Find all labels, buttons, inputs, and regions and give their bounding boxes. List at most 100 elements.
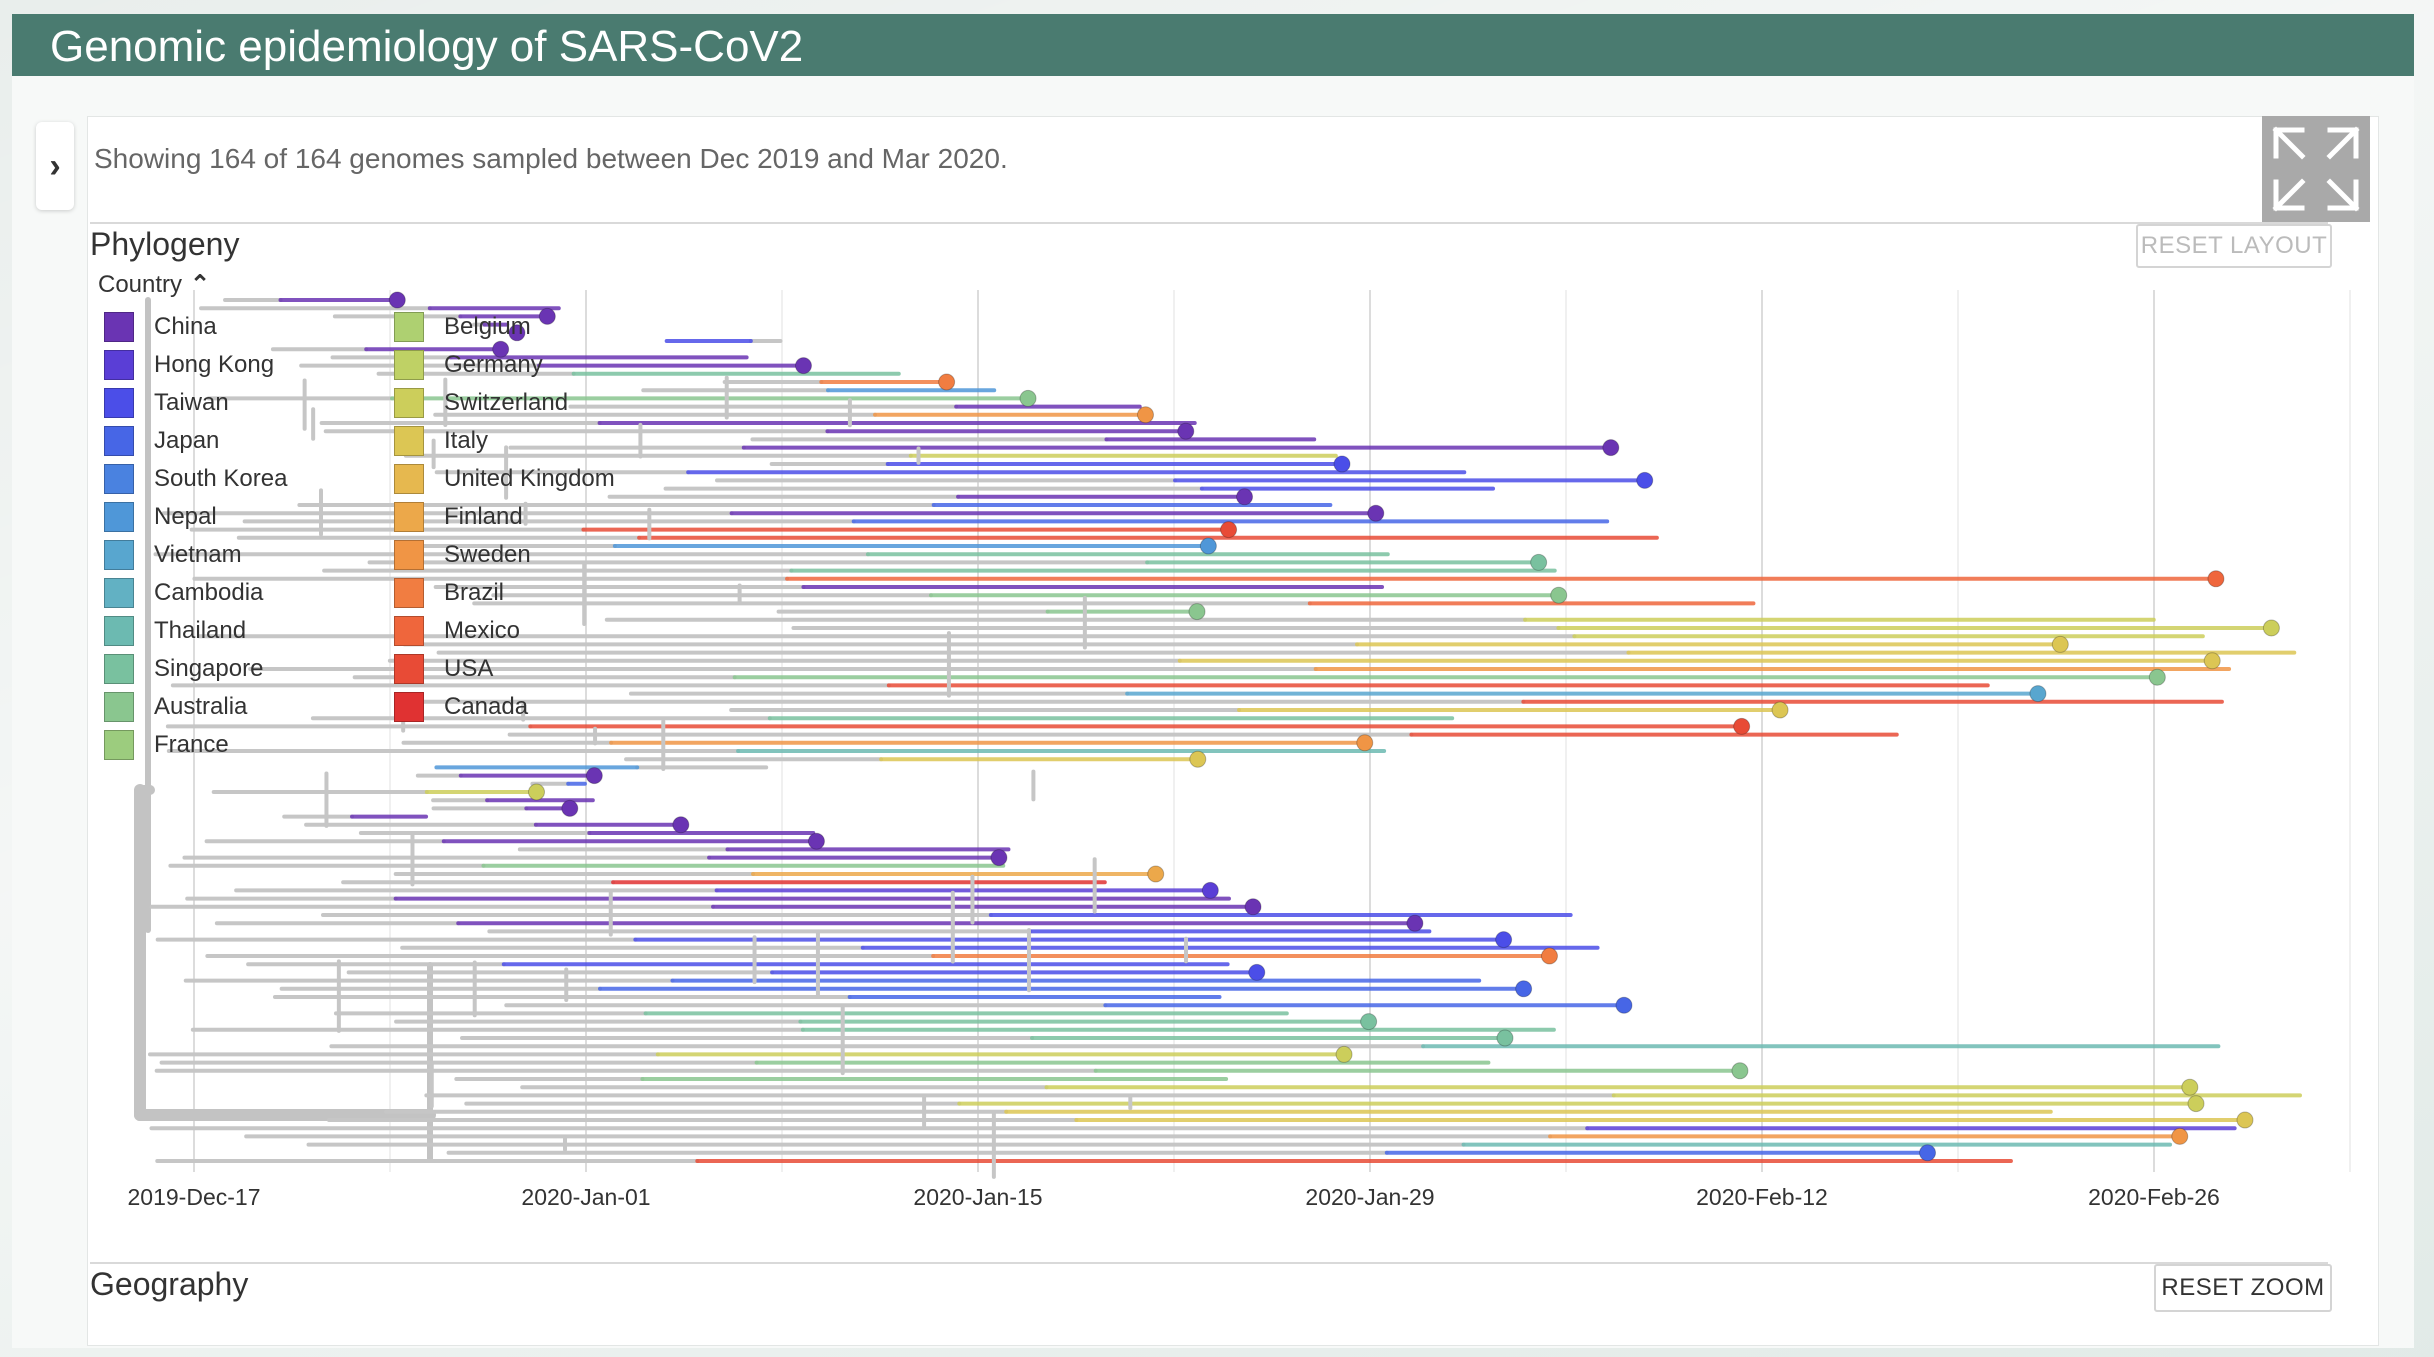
legend-item[interactable]: Italy (394, 424, 488, 458)
legend-item[interactable]: Canada (394, 690, 528, 724)
tree-tip[interactable] (528, 783, 546, 801)
legend-item[interactable]: Thailand (104, 614, 246, 648)
time-axis: 2019-Dec-17 2020-Jan-01 2020-Jan-15 2020… (128, 1184, 2220, 1210)
axis-tick-label: 2020-Jan-29 (1305, 1184, 1434, 1210)
legend-swatch (394, 312, 424, 342)
legend-item[interactable]: Hong Kong (104, 348, 274, 382)
tree-tip[interactable] (1199, 537, 1217, 555)
tree-tip[interactable] (2262, 619, 2280, 637)
tree-tip[interactable] (1636, 471, 1654, 489)
tree-tip[interactable] (561, 799, 579, 817)
tree-tip[interactable] (2207, 570, 2225, 588)
tree-tip[interactable] (508, 324, 526, 342)
tree-tip[interactable] (2029, 685, 2047, 703)
tree-tip[interactable] (1248, 963, 1266, 981)
legend-item[interactable]: Japan (104, 424, 219, 458)
legend-label: Sweden (444, 541, 531, 568)
legend-item[interactable]: Vietnam (104, 538, 242, 572)
legend-label: Mexico (444, 617, 521, 644)
tree-tip[interactable] (2203, 652, 2221, 670)
tree-tip[interactable] (1177, 422, 1195, 440)
legend-label: South Korea (154, 465, 288, 492)
legend-swatch (104, 616, 134, 646)
tree-tip[interactable] (1136, 406, 1154, 424)
legend-swatch (104, 502, 134, 532)
legend-item[interactable]: Belgium (394, 310, 531, 344)
tree-tip[interactable] (388, 291, 406, 309)
legend-item[interactable]: Switzerland (394, 386, 568, 420)
reset-zoom-button[interactable]: RESET ZOOM (2154, 1264, 2332, 1312)
tree-tip[interactable] (2051, 635, 2069, 653)
tree-tip[interactable] (672, 816, 690, 834)
tree-tip[interactable] (1550, 586, 1568, 604)
legend-label: Cambodia (154, 579, 264, 606)
legend-toggle[interactable]: Country ⌃ (98, 270, 210, 299)
tree-tip[interactable] (1733, 717, 1751, 735)
tree-tip[interactable] (1201, 881, 1219, 899)
tree-tip[interactable] (1515, 980, 1533, 998)
tree-tip[interactable] (1496, 1029, 1514, 1047)
legend-item[interactable]: Cambodia (104, 576, 263, 610)
tree-tip[interactable] (1360, 1013, 1378, 1031)
legend-item[interactable]: Taiwan (104, 386, 229, 420)
tree-tip[interactable] (2187, 1095, 2205, 1113)
legend-item[interactable]: Brazil (394, 576, 504, 610)
reset-layout-button[interactable]: RESET LAYOUT (2136, 224, 2332, 268)
time-grid (193, 290, 2351, 1172)
legend-item[interactable]: Germany (394, 348, 543, 382)
legend-item[interactable]: Singapore (104, 652, 263, 686)
tree-tip[interactable] (1333, 455, 1351, 473)
legend-label: Italy (444, 427, 489, 454)
legend-item[interactable]: Australia (104, 690, 247, 724)
tree-tip[interactable] (2236, 1111, 2254, 1129)
tree-tip[interactable] (2148, 668, 2166, 686)
axis-tick-label: 2020-Jan-01 (521, 1184, 650, 1210)
legend-item[interactable]: United Kingdom (394, 462, 615, 496)
tree-tip[interactable] (1731, 1062, 1749, 1080)
legend-item[interactable]: Nepal (104, 500, 217, 534)
tree-tip[interactable] (1147, 865, 1165, 883)
tree-tip[interactable] (1530, 553, 1548, 571)
tree-tip[interactable] (807, 832, 825, 850)
tree-tip[interactable] (2181, 1078, 2199, 1096)
legend-item[interactable]: China (104, 310, 217, 344)
tree-tip[interactable] (492, 340, 510, 358)
tree-tip[interactable] (794, 357, 812, 375)
tree-tip[interactable] (1236, 488, 1254, 506)
tree-tip[interactable] (1495, 931, 1513, 949)
legend-item[interactable]: South Korea (104, 462, 287, 496)
legend-item[interactable]: Mexico (394, 614, 520, 648)
tree-tip[interactable] (1406, 914, 1424, 932)
legend-label: Japan (154, 427, 220, 454)
legend-swatch (104, 540, 134, 570)
tree-tip[interactable] (1244, 898, 1262, 916)
tree-tip[interactable] (538, 307, 556, 325)
expand-button[interactable] (2262, 116, 2370, 222)
tree-tip[interactable] (1188, 603, 1206, 621)
tree-tip[interactable] (1189, 750, 1207, 768)
tree-tip[interactable] (585, 767, 603, 785)
tree-tip[interactable] (1367, 504, 1385, 522)
tree-tip[interactable] (1540, 947, 1558, 965)
legend-item[interactable]: France (104, 728, 229, 762)
legend-swatch (394, 426, 424, 456)
tree-tip[interactable] (2171, 1127, 2189, 1145)
legend-item[interactable]: USA (394, 652, 493, 686)
geography-divider (90, 1262, 2328, 1264)
tree-tip[interactable] (1602, 439, 1620, 457)
tree-tip[interactable] (1220, 521, 1238, 539)
sidebar-toggle-button[interactable]: › (36, 122, 74, 210)
tree-tip[interactable] (1771, 701, 1789, 719)
legend-label: Germany (444, 351, 543, 378)
legend-item[interactable]: Sweden (394, 538, 531, 572)
tree-tip[interactable] (938, 373, 956, 391)
tree-tip[interactable] (1356, 734, 1374, 752)
tree-tip[interactable] (1335, 1045, 1353, 1063)
tree-tip[interactable] (1919, 1144, 1937, 1162)
tree-tip[interactable] (1019, 389, 1037, 407)
tree-tip[interactable] (990, 849, 1008, 867)
axis-tick-label: 2020-Feb-12 (1696, 1184, 1828, 1210)
legend-item[interactable]: Finland (394, 500, 523, 534)
tree-tip[interactable] (1615, 996, 1633, 1014)
